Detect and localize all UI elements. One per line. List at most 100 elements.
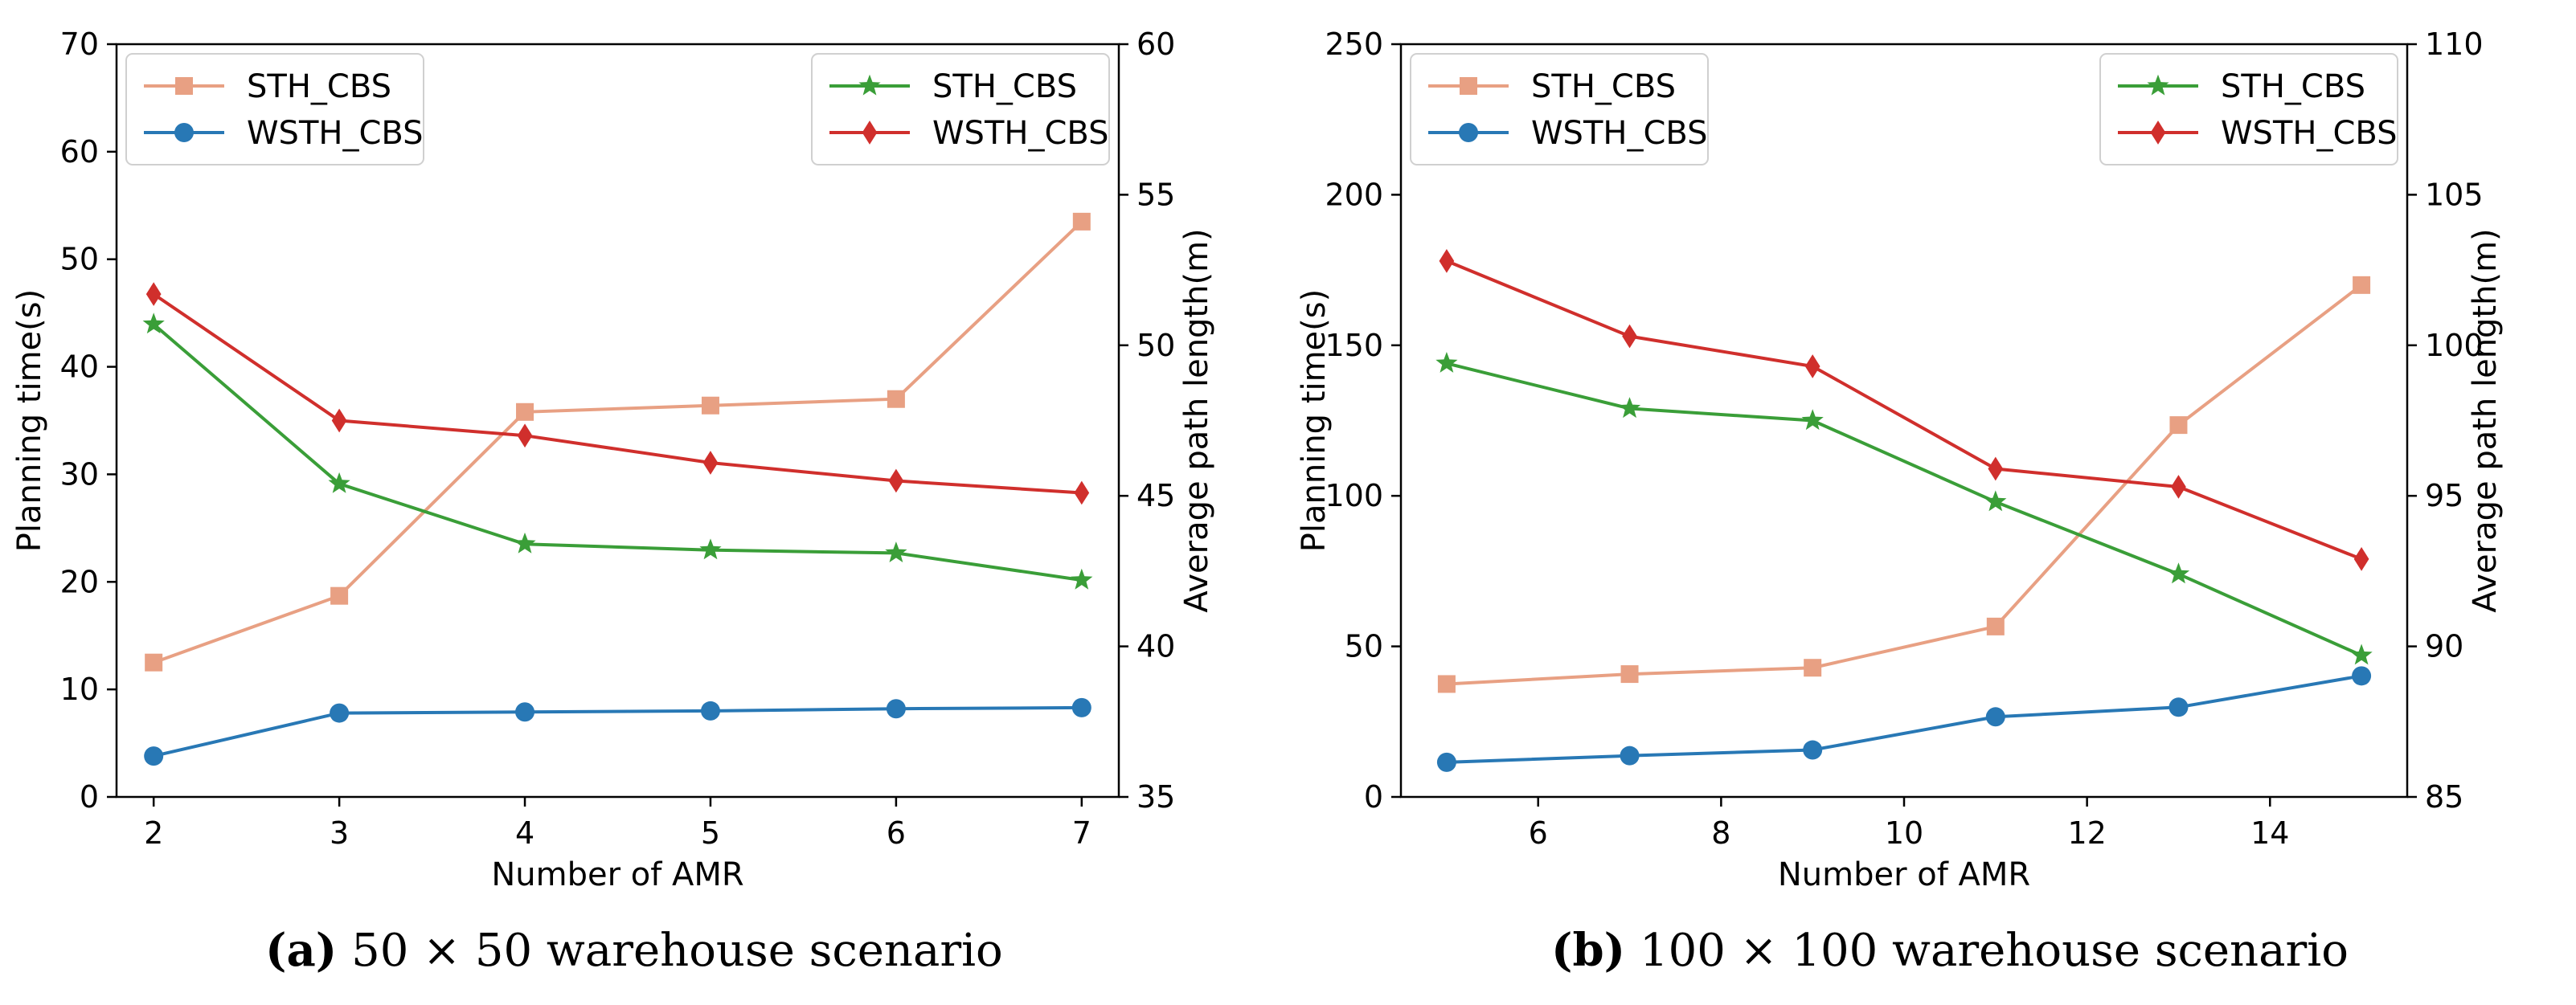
data-point xyxy=(331,408,347,433)
x-tick-label: 6 xyxy=(887,815,906,851)
data-point xyxy=(516,402,534,421)
x-tick-label: 5 xyxy=(701,815,720,851)
data-point xyxy=(701,396,719,415)
x-tick-label: 6 xyxy=(1529,815,1548,851)
chart-panel-a: 2 3 4 5 6 7010203040506070354045505560Number … xyxy=(11,27,1215,893)
data-point xyxy=(702,451,719,475)
data-point xyxy=(1435,352,1458,373)
legend-right-marker-1 xyxy=(2150,121,2166,145)
legend-right-marker-1 xyxy=(862,121,878,145)
data-point xyxy=(887,390,905,408)
series-line xyxy=(152,323,1083,582)
data-point xyxy=(330,703,350,723)
series-line xyxy=(153,292,1082,495)
data-point xyxy=(1071,697,1091,717)
data-point xyxy=(888,468,904,493)
data-point xyxy=(2171,475,2186,499)
legend-left-marker-0 xyxy=(175,77,193,95)
y2-tick-label: 45 xyxy=(1136,478,1175,513)
data-point xyxy=(1071,568,1093,590)
data-point xyxy=(1439,249,1455,273)
series-sth-cbs-left xyxy=(145,212,1091,672)
y2-tick-label: 50 xyxy=(1136,328,1175,363)
data-point xyxy=(328,472,350,493)
data-point xyxy=(517,423,533,448)
legend-right-box xyxy=(811,53,1110,165)
legend-right-label-1: WSTH_CBS xyxy=(932,115,1109,152)
legend-left-label-0: STH_CBS xyxy=(1531,68,1676,105)
legend-left-label-1: WSTH_CBS xyxy=(1531,115,1708,152)
x-axis-label: Number of AMR xyxy=(1778,856,2030,893)
data-point xyxy=(1074,480,1090,505)
series-wsth-cbs-right xyxy=(145,282,1090,505)
data-point xyxy=(1436,752,1456,772)
y2-axis-label: Average path length(m) xyxy=(1178,228,1215,612)
plot-frame xyxy=(115,43,1120,799)
x-tick-label: 4 xyxy=(515,815,534,851)
caption-a-text: 50 × 50 warehouse scenario xyxy=(337,925,1003,977)
data-point xyxy=(1801,409,1824,431)
y-tick-label: 30 xyxy=(60,456,99,492)
x-tick-label: 8 xyxy=(1711,815,1730,851)
y2-tick-label: 85 xyxy=(2425,779,2463,815)
legend-left-label-1: WSTH_CBS xyxy=(247,115,424,152)
x-tick-label: 7 xyxy=(1072,815,1091,851)
data-point xyxy=(1985,707,2005,727)
legend-left-marker-1 xyxy=(1459,123,1478,142)
data-point xyxy=(1803,740,1823,760)
y-tick-label: 0 xyxy=(1364,779,1383,815)
caption-a-label: (a) xyxy=(265,924,338,977)
x-tick-label: 10 xyxy=(1885,815,1923,851)
y-tick-label: 70 xyxy=(60,27,99,62)
data-point xyxy=(514,532,536,554)
data-point xyxy=(144,746,164,766)
legend-right-box xyxy=(2099,53,2398,165)
legend-right-label-0: STH_CBS xyxy=(2221,68,2365,105)
caption-a: (a) 50 × 50 warehouse scenario xyxy=(265,924,1003,977)
y2-tick-label: 35 xyxy=(1136,779,1175,815)
data-point xyxy=(886,699,906,719)
data-point xyxy=(1804,354,1820,378)
data-point xyxy=(1437,675,1456,693)
data-point xyxy=(145,653,163,672)
y2-tick-label: 55 xyxy=(1136,177,1175,212)
y-tick-label: 60 xyxy=(60,134,99,170)
data-point xyxy=(700,701,720,721)
y-tick-label: 200 xyxy=(1325,177,1383,212)
y-tick-label: 50 xyxy=(60,242,99,277)
y-tick-label: 50 xyxy=(1345,629,1383,664)
y-tick-label: 150 xyxy=(1325,328,1383,363)
y2-axis-label: Average path length(m) xyxy=(2467,228,2504,612)
data-point xyxy=(1986,617,2005,635)
x-tick-label: 14 xyxy=(2250,815,2289,851)
y2-tick-label: 100 xyxy=(2425,328,2484,363)
data-point xyxy=(2353,276,2371,294)
data-point xyxy=(1804,659,1822,677)
series-wsth-cbs-left xyxy=(1436,666,2372,772)
legend-right-marker-0 xyxy=(2147,74,2169,96)
series-sth-cbs-right xyxy=(142,313,1093,590)
y-tick-label: 250 xyxy=(1325,27,1383,62)
data-point xyxy=(2167,562,2190,584)
y-tick-label: 40 xyxy=(60,349,99,385)
y-axis-label: Planning time(s) xyxy=(1296,289,1333,552)
series-wsth-cbs-right xyxy=(1439,249,2369,571)
caption-b: (b) 100 × 100 warehouse scenario xyxy=(1551,924,2349,977)
series-wsth-cbs-left xyxy=(144,697,1091,766)
y2-tick-label: 60 xyxy=(1136,27,1175,62)
series-line xyxy=(1446,362,2362,657)
data-point xyxy=(142,313,165,334)
data-point xyxy=(885,541,907,562)
series-line xyxy=(1446,259,2362,561)
data-point xyxy=(1620,665,1639,684)
chart-panel-b: 6 8 10 12 14 0 50 100 150 200 250 85 90 95 100 105 110 Nu… xyxy=(1296,27,2504,893)
data-point xyxy=(2169,416,2188,435)
data-point xyxy=(1622,324,1637,349)
x-tick-label: 3 xyxy=(330,815,349,851)
data-point xyxy=(1988,456,2004,481)
legend-right-label-0: STH_CBS xyxy=(932,68,1077,105)
y-tick-label: 20 xyxy=(60,564,99,599)
legend-left-label-0: STH_CBS xyxy=(247,68,391,105)
series-line xyxy=(1446,674,2362,764)
